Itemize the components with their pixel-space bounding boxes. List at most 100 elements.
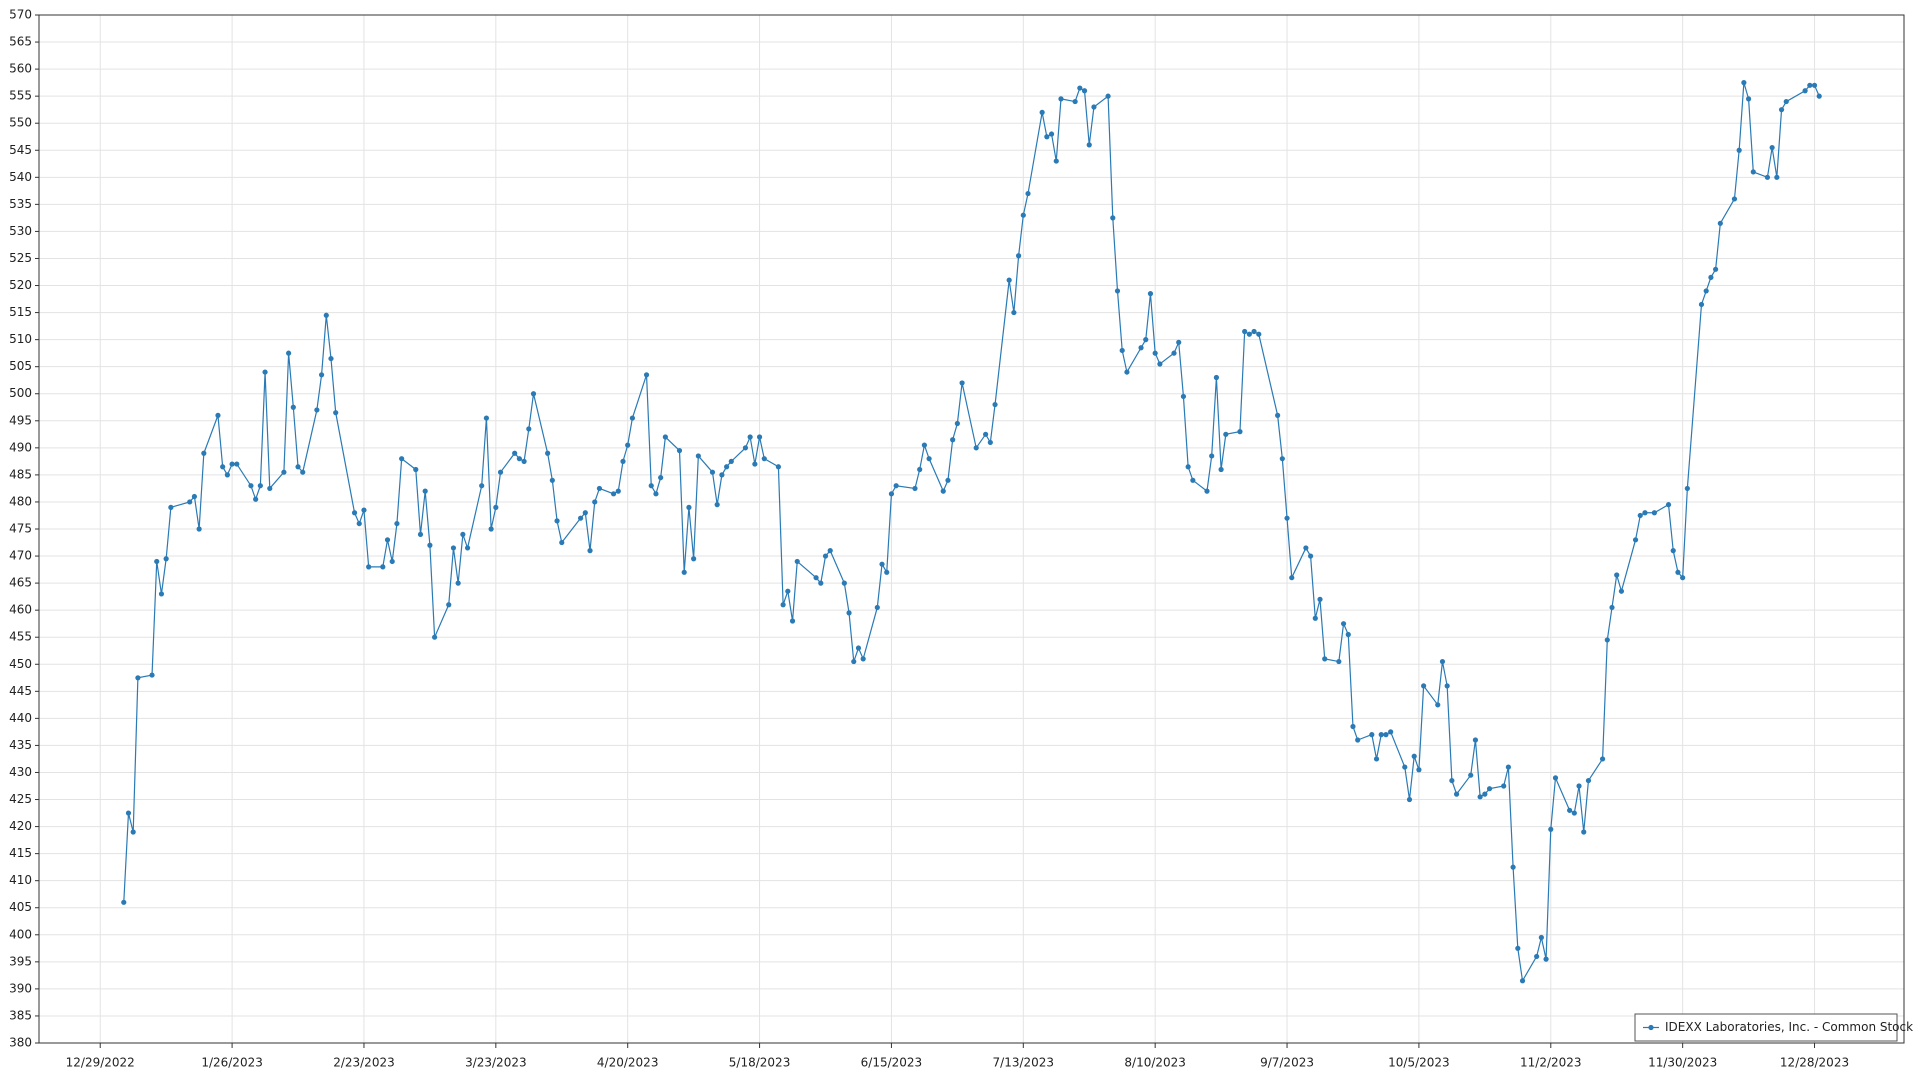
data-point (1515, 945, 1521, 951)
data-point (545, 450, 551, 456)
data-point (709, 469, 716, 475)
x-tick-label: 11/30/2023 (1648, 1056, 1717, 1070)
data-point (1421, 683, 1427, 689)
data-point (351, 510, 358, 516)
y-tick-label: 555 (9, 89, 32, 103)
data-point (1119, 347, 1125, 354)
data-point (625, 442, 631, 448)
x-tick-label: 12/28/2023 (1780, 1056, 1849, 1070)
data-point (1774, 174, 1780, 180)
data-point (1223, 431, 1229, 437)
data-point (224, 472, 230, 478)
data-point (874, 604, 880, 611)
data-point (610, 491, 617, 497)
y-tick-label: 440 (9, 711, 32, 725)
x-tick-label: 9/7/2023 (1260, 1056, 1314, 1070)
data-point (1190, 477, 1196, 483)
y-tick-label: 385 (9, 1008, 32, 1022)
data-point (450, 545, 457, 551)
data-point (1778, 107, 1785, 113)
data-point (1312, 615, 1318, 621)
y-tick-label: 550 (9, 116, 32, 130)
data-point (1006, 277, 1012, 283)
data-point (1698, 301, 1705, 308)
data-point (1477, 794, 1483, 800)
data-point (1472, 737, 1479, 743)
data-point (1345, 631, 1351, 638)
data-point (1745, 96, 1752, 102)
data-point (846, 610, 852, 616)
data-point (1336, 658, 1342, 665)
data-point (728, 458, 734, 464)
data-point (1675, 569, 1681, 575)
data-point (1355, 737, 1361, 743)
data-point (1091, 104, 1097, 110)
data-point (676, 447, 683, 454)
data-point (1482, 791, 1488, 797)
y-tick-label: 380 (9, 1036, 32, 1050)
data-point (818, 580, 824, 586)
x-tick-label: 2/23/2023 (333, 1056, 395, 1070)
data-point (1453, 791, 1460, 797)
data-point (596, 485, 603, 492)
y-tick-label: 425 (9, 792, 32, 806)
data-point (1289, 575, 1295, 581)
data-point (1213, 374, 1219, 381)
data-point (742, 445, 749, 451)
data-point (1811, 82, 1818, 88)
data-point (366, 564, 372, 570)
data-point (1599, 756, 1606, 762)
data-point (1110, 215, 1116, 221)
data-point (1242, 328, 1248, 335)
y-tick-label: 515 (9, 305, 32, 319)
y-tick-label: 510 (9, 332, 32, 346)
data-point (1684, 485, 1690, 492)
data-point (1486, 786, 1493, 792)
y-tick-label: 540 (9, 170, 32, 184)
data-point (135, 675, 141, 681)
data-point (455, 580, 461, 586)
data-point (1011, 309, 1017, 316)
data-point (281, 469, 287, 475)
y-tick-label: 525 (9, 251, 32, 265)
y-tick-label: 435 (9, 738, 32, 752)
data-point (926, 456, 932, 462)
data-point (841, 580, 847, 586)
data-point (954, 420, 960, 427)
y-tick-label: 395 (9, 954, 32, 968)
data-point (719, 472, 725, 478)
data-point (662, 434, 668, 440)
data-point (1435, 702, 1441, 708)
data-point (1185, 464, 1191, 470)
data-point (1114, 288, 1121, 294)
data-point (554, 518, 560, 524)
data-point (149, 672, 155, 678)
y-tick-label: 415 (9, 846, 32, 860)
data-point (959, 380, 965, 386)
data-point (1378, 732, 1384, 738)
data-point (1680, 575, 1686, 581)
data-point (530, 391, 537, 397)
data-point (413, 466, 419, 473)
data-point (761, 456, 767, 462)
data-point (526, 426, 532, 432)
y-tick-label: 480 (9, 494, 32, 508)
data-point (220, 464, 226, 470)
data-point (1369, 732, 1375, 738)
data-point (323, 312, 329, 318)
data-point (1632, 537, 1639, 543)
data-point (827, 548, 833, 554)
data-point (945, 477, 951, 483)
data-point (780, 602, 786, 608)
data-point (822, 553, 829, 559)
data-point (1025, 190, 1031, 197)
data-point (884, 569, 890, 575)
y-tick-label: 390 (9, 981, 32, 995)
data-point (1642, 510, 1648, 516)
x-tick-label: 10/5/2023 (1388, 1056, 1450, 1070)
data-point (318, 372, 325, 378)
data-point (1444, 683, 1450, 689)
data-point (1171, 350, 1177, 356)
data-point (559, 539, 565, 546)
